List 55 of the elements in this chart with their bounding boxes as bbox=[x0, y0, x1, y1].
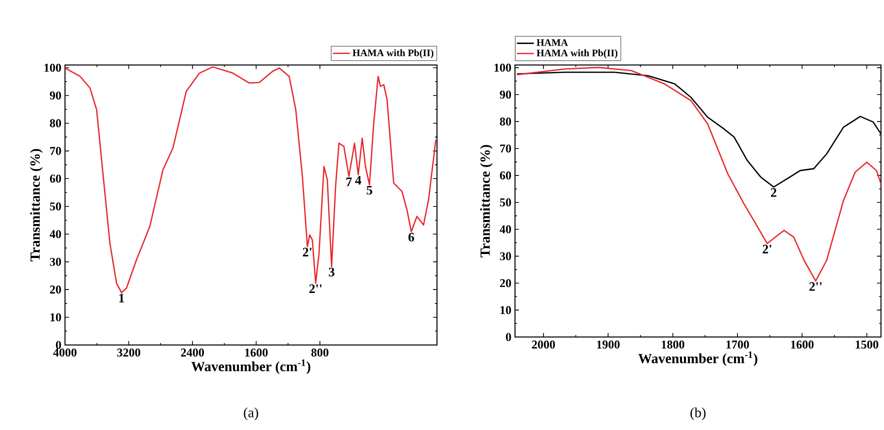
y-tick-label: 70 bbox=[500, 144, 512, 153]
x-axis-title: Wavenumber (cm$^{-1}$) bbox=[191, 359, 310, 374]
annotation: 2' bbox=[302, 248, 312, 256]
annotation: 6 bbox=[408, 232, 414, 242]
line-series bbox=[64, 66, 436, 294]
y-tick-label: 80 bbox=[500, 118, 512, 126]
legend-label: HAMA with Pb(II) bbox=[536, 49, 618, 58]
text: (a) bbox=[244, 408, 258, 420]
annotation: 4 bbox=[355, 176, 362, 184]
y-tick-label: 50 bbox=[500, 198, 512, 206]
y-tick-label: 0 bbox=[506, 332, 512, 342]
x-tick-label: 1800 bbox=[662, 340, 684, 349]
annotation: 5 bbox=[366, 186, 372, 195]
x-tick-label: 800 bbox=[311, 348, 328, 357]
y-tick-label: 60 bbox=[50, 174, 62, 183]
y-tick-label: 40 bbox=[500, 225, 512, 234]
x-tick-label: 1600 bbox=[791, 340, 814, 349]
y-tick-label: 20 bbox=[50, 286, 62, 294]
y-axis-title: Transmittance (%) bbox=[30, 149, 43, 262]
x-axis-title: Wavenumber (cm$^{-1}$) bbox=[638, 351, 758, 366]
annotation: 2 bbox=[770, 188, 776, 197]
x-tick-label: 4000 bbox=[53, 348, 76, 357]
y-tick-label: 20 bbox=[500, 279, 512, 288]
x-tick-label: 3200 bbox=[117, 348, 140, 357]
x-tick-label: 2400 bbox=[180, 348, 204, 357]
y-tick-label: 30 bbox=[50, 258, 62, 266]
annotation: 7 bbox=[346, 178, 352, 186]
annotation: 3 bbox=[328, 268, 334, 276]
annotation: 2'' bbox=[809, 282, 822, 291]
y-tick-label: 40 bbox=[50, 230, 62, 238]
annotation: 2' bbox=[762, 244, 772, 254]
y-tick-label: 30 bbox=[500, 252, 512, 260]
y-tick-label: 100 bbox=[494, 64, 512, 72]
y-tick-label: 100 bbox=[44, 64, 62, 72]
legend-label: HAMA bbox=[536, 39, 568, 46]
annotation: 1 bbox=[119, 294, 124, 302]
y-tick-label: 10 bbox=[50, 313, 62, 322]
x-tick-label: 1700 bbox=[726, 340, 749, 349]
y-tick-label: 90 bbox=[500, 90, 512, 99]
y-tick-label: 10 bbox=[500, 306, 512, 314]
y-tick-label: 90 bbox=[50, 91, 62, 100]
y-axis-title: Transmittance (%) bbox=[480, 145, 493, 258]
y-tick-label: 0 bbox=[56, 340, 62, 350]
y-tick-label: 70 bbox=[50, 146, 62, 155]
x-tick-label: 1600 bbox=[245, 348, 268, 357]
line-series bbox=[516, 66, 882, 282]
x-tick-label: 1900 bbox=[597, 340, 620, 349]
y-tick-label: 50 bbox=[50, 202, 62, 210]
legend-label: HAMA with Pb(II) bbox=[352, 49, 434, 58]
x-tick-label: 1500 bbox=[856, 340, 878, 349]
y-tick-label: 60 bbox=[500, 171, 512, 180]
y-tick-label: 80 bbox=[50, 119, 62, 128]
text: (b) bbox=[690, 408, 706, 420]
x-tick-label: 2000 bbox=[532, 340, 555, 349]
annotation: 2'' bbox=[309, 284, 322, 293]
